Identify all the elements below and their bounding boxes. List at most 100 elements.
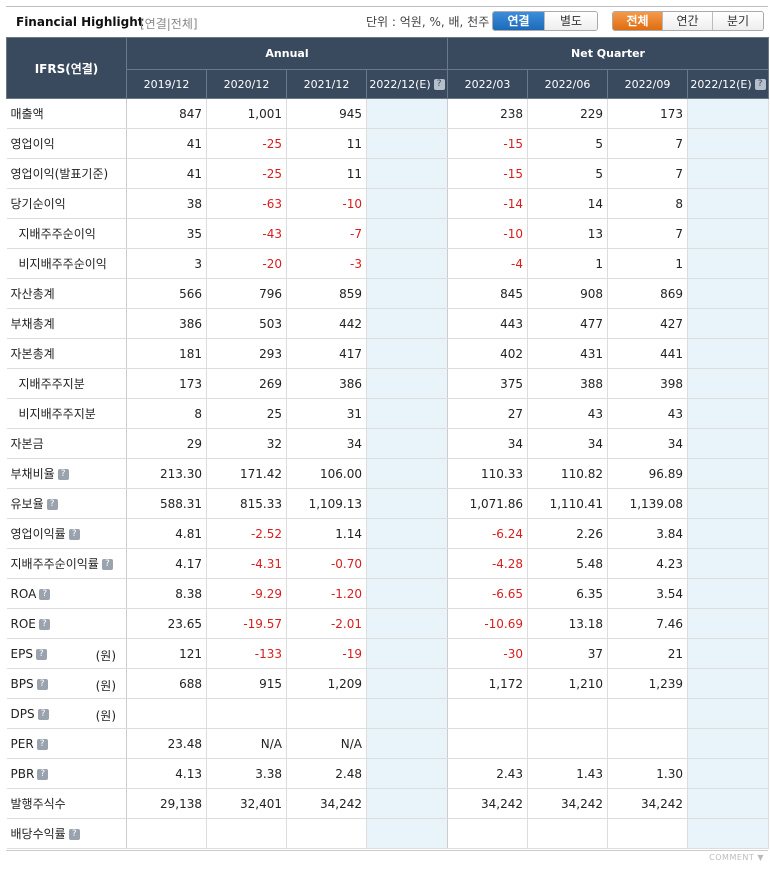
table-row: 부채비율? 213.30 171.42 106.00 110.33 110.82 96.89: [6, 458, 770, 489]
table-cell: 566: [126, 278, 207, 309]
period-header: 2022/03: [447, 69, 529, 99]
row-label: 자본금: [6, 428, 127, 459]
bottom-divider: [6, 850, 768, 851]
table-cell: 34: [527, 428, 609, 459]
table-cell: 388: [527, 368, 609, 399]
table-cell: 34,242: [286, 788, 367, 819]
table-cell: 859: [286, 278, 367, 309]
table-cell: [687, 128, 770, 159]
table-cell: [366, 518, 449, 549]
help-icon[interactable]: ?: [36, 678, 48, 690]
help-icon[interactable]: ?: [37, 768, 49, 780]
help-icon[interactable]: ?: [754, 79, 766, 90]
row-unit: (원): [95, 679, 116, 693]
table-cell: [366, 788, 449, 819]
table-row: 발행주식수 29,138 32,401 34,242 34,242 34,242 34,24…: [6, 788, 770, 819]
table-cell: 477: [527, 308, 609, 339]
table-cell: [687, 278, 770, 309]
table-cell: [366, 668, 449, 699]
table-cell: [687, 608, 770, 639]
table-cell: 29,138: [126, 788, 207, 819]
table-cell: 431: [527, 338, 609, 369]
table-cell: [366, 698, 449, 729]
help-icon[interactable]: ?: [46, 499, 58, 510]
table-cell: [687, 368, 770, 399]
comment-toggle[interactable]: COMMENT ▼: [709, 853, 764, 862]
all-periods-button[interactable]: 전체: [613, 12, 663, 30]
table-row: 비지배주주지분 8 25 31 27 43 43: [6, 398, 770, 429]
table-cell: [687, 488, 770, 519]
period-header: 2022/06: [527, 69, 609, 99]
table-row: PER? 23.48 N/A N/A: [6, 728, 770, 759]
table-cell: 7: [607, 128, 689, 159]
table-cell: 13: [527, 218, 609, 249]
help-icon[interactable]: ?: [68, 829, 80, 840]
table-cell: [607, 818, 689, 849]
table-cell: [687, 518, 770, 549]
table-row: ROE? 23.65 -19.57 -2.01 -10.69 13.18 7.46: [6, 608, 770, 639]
table-cell: 503: [206, 308, 287, 339]
table-row: PBR? 4.13 3.38 2.48 2.43 1.43 1.30: [6, 758, 770, 789]
table-cell: [687, 248, 770, 279]
help-icon[interactable]: ?: [433, 79, 445, 90]
consolidated-button[interactable]: 연결: [493, 12, 545, 30]
help-icon[interactable]: ?: [35, 648, 47, 660]
table-cell: 402: [447, 338, 529, 369]
table-cell: [687, 428, 770, 459]
table-cell: 3.38: [206, 758, 287, 789]
chevron-down-icon: ▼: [757, 853, 764, 862]
table-row: 부채총계 386 503 442 443 477 427: [6, 308, 770, 339]
table-cell: 293: [206, 338, 287, 369]
table-cell: [366, 608, 449, 639]
table-cell: 945: [286, 98, 367, 129]
table-cell: 1,109.13: [286, 488, 367, 519]
table-cell: [126, 698, 207, 729]
help-icon[interactable]: ?: [57, 469, 69, 480]
table-cell: 4.17: [126, 548, 207, 579]
table-cell: 121: [126, 638, 207, 669]
annual-button[interactable]: 연간: [663, 12, 713, 30]
table-cell: -10: [447, 218, 529, 249]
table-cell: 417: [286, 338, 367, 369]
table-cell: [447, 728, 529, 759]
table-cell: [687, 218, 770, 249]
row-unit: (원): [95, 709, 116, 723]
help-icon[interactable]: ?: [39, 588, 51, 600]
table-cell: 1,001: [206, 98, 287, 129]
table-cell: 1.30: [607, 758, 689, 789]
table-row: 당기순이익 38 -63 -10 -14 14 8: [6, 188, 770, 219]
table-cell: 915: [206, 668, 287, 699]
help-icon[interactable]: ?: [38, 618, 50, 630]
table-cell: 815.33: [206, 488, 287, 519]
table-cell: 35: [126, 218, 207, 249]
table-cell: 269: [206, 368, 287, 399]
table-cell: 1,139.08: [607, 488, 689, 519]
quarterly-button[interactable]: 분기: [713, 12, 763, 30]
table-cell: 427: [607, 308, 689, 339]
row-label: PER?: [6, 728, 127, 759]
table-cell: [366, 158, 449, 189]
table-cell: [366, 218, 449, 249]
help-icon[interactable]: ?: [101, 559, 113, 570]
financial-highlight-toolbar: Financial Highlight [연결|전체] 단위 : 억원, %, …: [6, 6, 768, 36]
separate-button[interactable]: 별도: [545, 12, 597, 30]
help-icon[interactable]: ?: [37, 708, 49, 720]
help-icon[interactable]: ?: [36, 738, 48, 750]
table-cell: [366, 368, 449, 399]
table-cell: 4.13: [126, 758, 207, 789]
table-cell: 1,110.41: [527, 488, 609, 519]
help-icon[interactable]: ?: [68, 529, 80, 540]
table-cell: [687, 548, 770, 579]
table-cell: -25: [206, 128, 287, 159]
table-cell: 181: [126, 338, 207, 369]
table-row: 자본금 29 32 34 34 34 34: [6, 428, 770, 459]
table-cell: 845: [447, 278, 529, 309]
row-label: 영업이익: [6, 128, 127, 159]
table-row: 매출액 847 1,001 945 238 229 173: [6, 98, 770, 129]
row-label: 발행주식수: [6, 788, 127, 819]
table-cell: 29: [126, 428, 207, 459]
table-row: 비지배주주순이익 3 -20 -3 -4 1 1: [6, 248, 770, 279]
table-cell: -20: [206, 248, 287, 279]
table-cell: -4.31: [206, 548, 287, 579]
row-label: 유보율?: [6, 488, 127, 519]
